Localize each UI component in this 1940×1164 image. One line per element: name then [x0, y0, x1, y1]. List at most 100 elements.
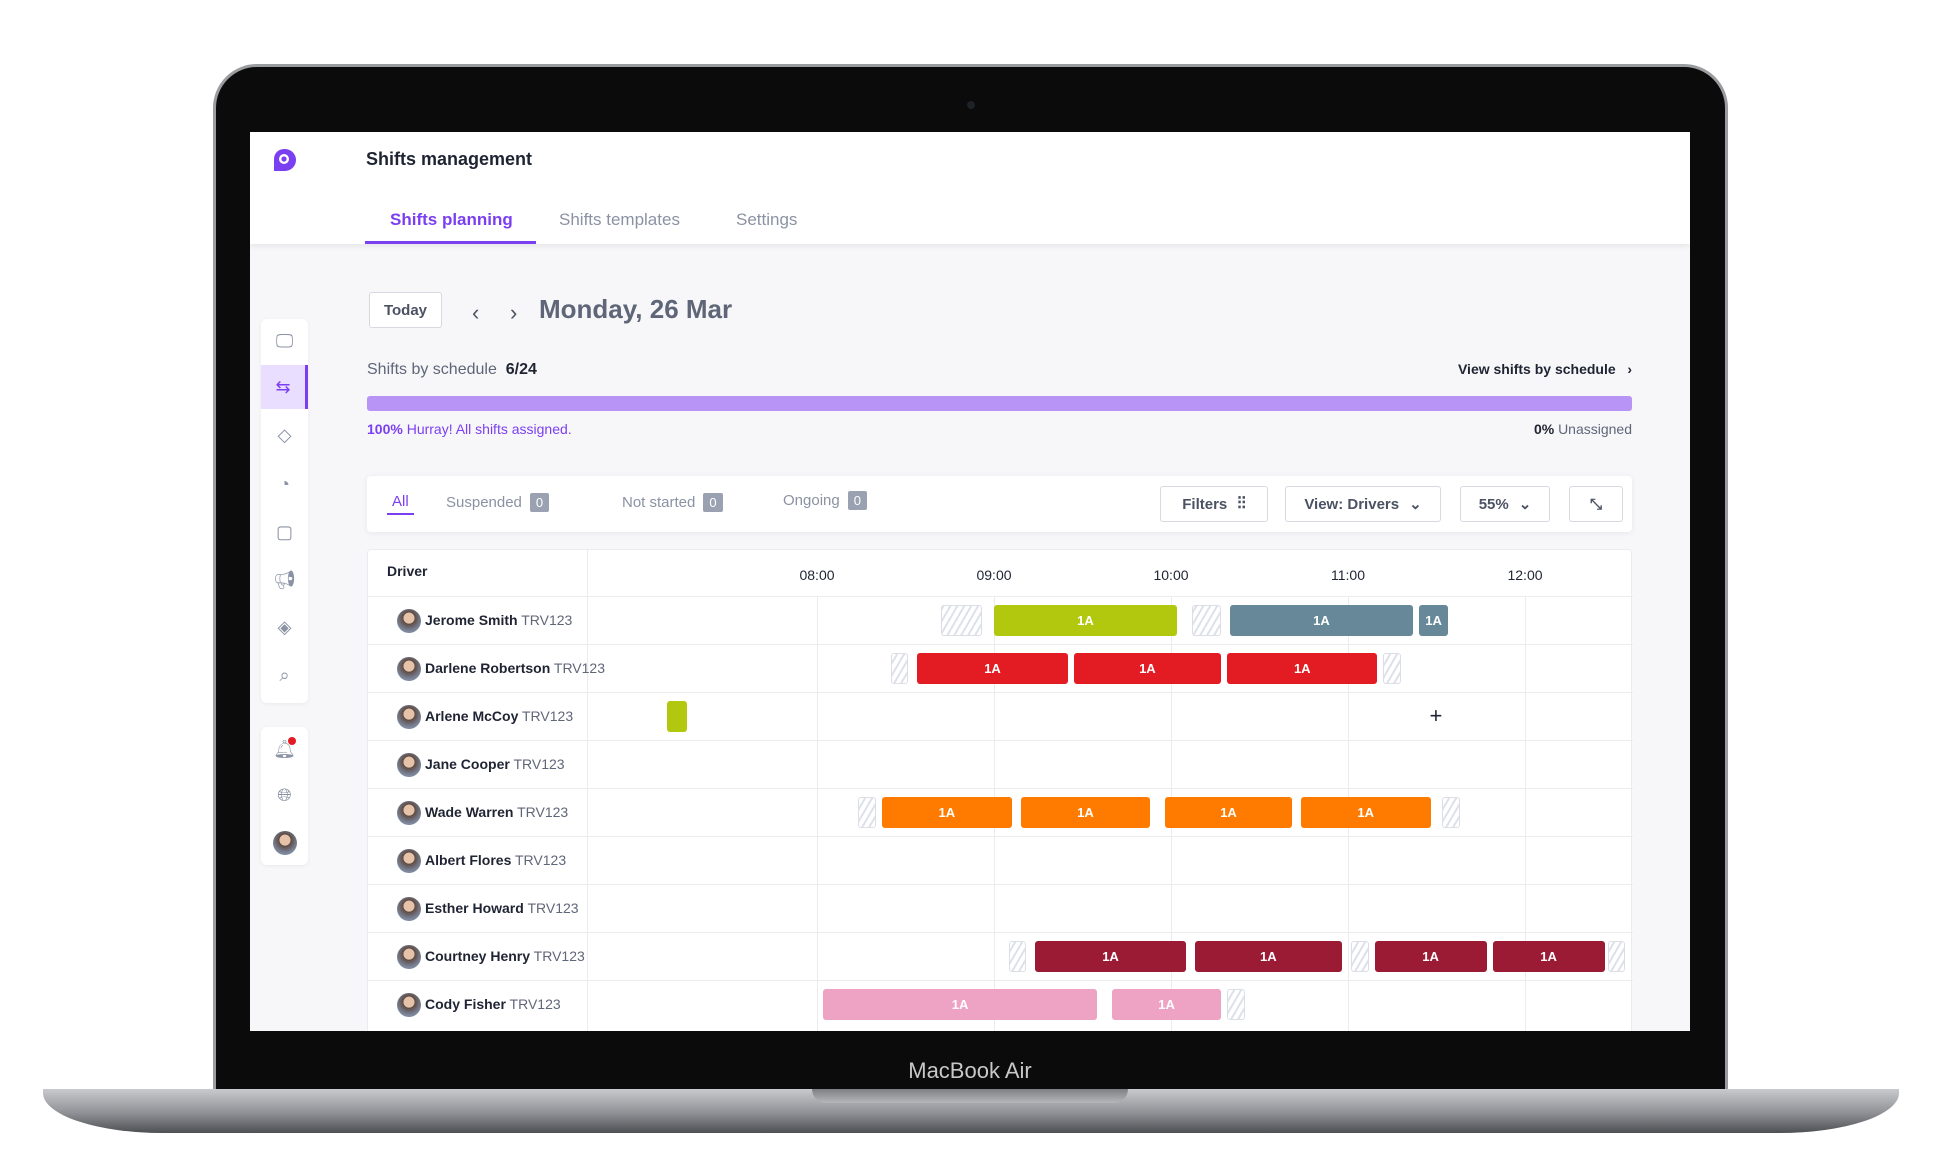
alert-message-icon[interactable]: ▢ — [275, 521, 293, 542]
prev-day-chevron-icon[interactable]: ‹ — [472, 300, 480, 325]
driver-avatar — [397, 753, 421, 777]
route-icon[interactable]: ⇆ — [261, 365, 308, 409]
pie-chart-icon[interactable]: ◔ — [279, 473, 290, 494]
active-filter-indicator — [387, 513, 414, 515]
shift-bar[interactable]: 1A — [822, 989, 1098, 1020]
tab-settings[interactable]: Settings — [736, 210, 798, 229]
driver-label[interactable]: Jerome Smith TRV123 — [425, 612, 572, 628]
break-slot[interactable] — [1227, 989, 1245, 1020]
add-shift-plus-icon[interactable]: + — [1429, 703, 1443, 728]
column-divider — [587, 550, 588, 1031]
break-slot[interactable] — [890, 653, 909, 684]
break-slot[interactable] — [1008, 941, 1027, 972]
today-button[interactable]: Today — [369, 292, 442, 328]
view-select[interactable]: View: Drivers ⌄ — [1285, 486, 1441, 522]
driver-label[interactable]: Cody Fisher TRV123 — [425, 996, 561, 1012]
ticket-icon[interactable]: ◇ — [277, 424, 292, 445]
view-label: View: Drivers — [1304, 495, 1400, 513]
shift-bar[interactable]: 1A — [1300, 797, 1431, 828]
zoom-select[interactable]: 55% ⌄ — [1460, 486, 1550, 522]
notification-dot — [288, 737, 296, 745]
shift-bar[interactable]: 1A — [1073, 653, 1222, 684]
collapse-button[interactable]: ⤡ — [1569, 486, 1623, 522]
filter-tab-suspended[interactable]: Suspended 0 — [446, 493, 550, 512]
driver-row: Arlene McCoy TRV123 + — [368, 692, 1633, 740]
driver-avatar — [397, 609, 421, 633]
shift-bar[interactable]: 1A — [917, 653, 1068, 684]
shift-bar[interactable] — [666, 701, 688, 732]
break-slot[interactable] — [1607, 941, 1626, 972]
filter-tab-label: Suspended — [446, 494, 522, 511]
shift-bar[interactable]: 1A — [994, 605, 1177, 636]
driver-avatar — [397, 993, 421, 1017]
shift-bar[interactable]: 1A — [1020, 797, 1151, 828]
driver-name: Arlene McCoy — [425, 708, 519, 724]
break-slot[interactable] — [858, 797, 876, 828]
sidebar-bottom: 🔔︎ 🌐︎ — [261, 727, 308, 865]
driver-name: Wade Warren — [425, 804, 514, 820]
hour-label: 12:00 — [1507, 567, 1543, 583]
driver-row: Jerome Smith TRV123 1A 1A 1A — [368, 596, 1633, 644]
globe-icon[interactable]: 🌐︎ — [277, 784, 292, 805]
break-slot[interactable] — [1191, 605, 1222, 636]
tab-shifts-planning[interactable]: Shifts planning — [390, 210, 513, 229]
app-screen: Shifts management Shifts planning Shifts… — [250, 132, 1690, 1031]
view-link-label: View shifts by schedule — [1457, 361, 1616, 377]
driver-label[interactable]: Darlene Robertson TRV123 — [425, 660, 605, 676]
assigned-percent: 100% — [367, 421, 403, 437]
driver-name: Jane Cooper — [425, 756, 510, 772]
filters-label: Filters — [1182, 495, 1228, 513]
shift-bar[interactable]: 1A — [1230, 605, 1413, 636]
shift-bar[interactable]: 1A — [1112, 989, 1222, 1020]
next-day-chevron-icon[interactable]: › — [510, 300, 518, 325]
shift-bar[interactable]: 1A — [1492, 941, 1605, 972]
break-slot[interactable] — [1350, 941, 1369, 972]
shift-bar[interactable]: 1A — [1035, 941, 1186, 972]
chevron-right-icon: › — [1627, 361, 1632, 377]
hour-gridline — [817, 596, 818, 1031]
shift-bar[interactable]: 1A — [1194, 941, 1343, 972]
driver-row: Jane Cooper TRV123 — [368, 740, 1633, 788]
hour-label: 11:00 — [1331, 567, 1365, 583]
tag-icon[interactable]: ◈ — [277, 616, 292, 637]
driver-avatar — [397, 801, 421, 825]
driver-row: Esther Howard TRV123 — [368, 884, 1633, 932]
megaphone-icon[interactable]: 📢︎ — [273, 569, 296, 590]
bell-icon[interactable]: 🔔︎ — [273, 737, 296, 759]
page-title: Shifts management — [366, 149, 533, 169]
hour-label: 08:00 — [799, 567, 835, 583]
filter-tab-ongoing[interactable]: Ongoing 0 — [783, 491, 867, 510]
driver-label[interactable]: Albert Flores TRV123 — [425, 852, 566, 868]
shifts-summary: Shifts by schedule 6/24 — [367, 361, 537, 379]
hour-label: 10:00 — [1153, 567, 1189, 583]
collapse-arrows-icon: ⤡ — [1589, 495, 1602, 513]
view-shifts-by-schedule-link[interactable]: View shifts by schedule › — [1458, 361, 1632, 377]
filter-tab-not-started[interactable]: Not started 0 — [622, 493, 723, 512]
filters-button[interactable]: Filters ⫶⫶ — [1160, 486, 1268, 522]
shift-bar[interactable]: 1A — [1227, 653, 1378, 684]
current-date: Monday, 26 Mar — [539, 294, 733, 324]
search-location-icon[interactable]: ⌕ — [279, 664, 290, 685]
monitor-signal-icon[interactable]: 🖵 — [275, 330, 294, 351]
driver-label[interactable]: Esther Howard TRV123 — [425, 900, 579, 916]
tab-shifts-templates[interactable]: Shifts templates — [559, 210, 680, 229]
driver-label[interactable]: Jane Cooper TRV123 — [425, 756, 565, 772]
summary-label: Shifts by schedule — [367, 361, 497, 378]
sliders-icon: ⫶⫶ — [1237, 494, 1246, 513]
filter-tab-all[interactable]: All — [392, 493, 409, 510]
break-slot[interactable] — [1442, 797, 1461, 828]
shift-bar[interactable]: 1A — [1374, 941, 1487, 972]
shift-bar[interactable]: 1A — [1165, 797, 1292, 828]
driver-label[interactable]: Courtney Henry TRV123 — [425, 948, 585, 964]
break-slot[interactable] — [940, 605, 983, 636]
driver-name: Albert Flores — [425, 852, 512, 868]
shift-bar[interactable]: 1A — [1418, 605, 1449, 636]
driver-label[interactable]: Arlene McCoy TRV123 — [425, 708, 573, 724]
hour-gridline — [1525, 596, 1526, 1031]
driver-label[interactable]: Wade Warren TRV123 — [425, 804, 568, 820]
driver-column-header: Driver — [387, 563, 428, 579]
user-avatar-icon[interactable] — [261, 821, 308, 865]
filter-bar: All Suspended 0 Not started 0 Ongoing 0 Fil… — [367, 476, 1632, 532]
break-slot[interactable] — [1383, 653, 1402, 684]
shift-bar[interactable]: 1A — [881, 797, 1012, 828]
